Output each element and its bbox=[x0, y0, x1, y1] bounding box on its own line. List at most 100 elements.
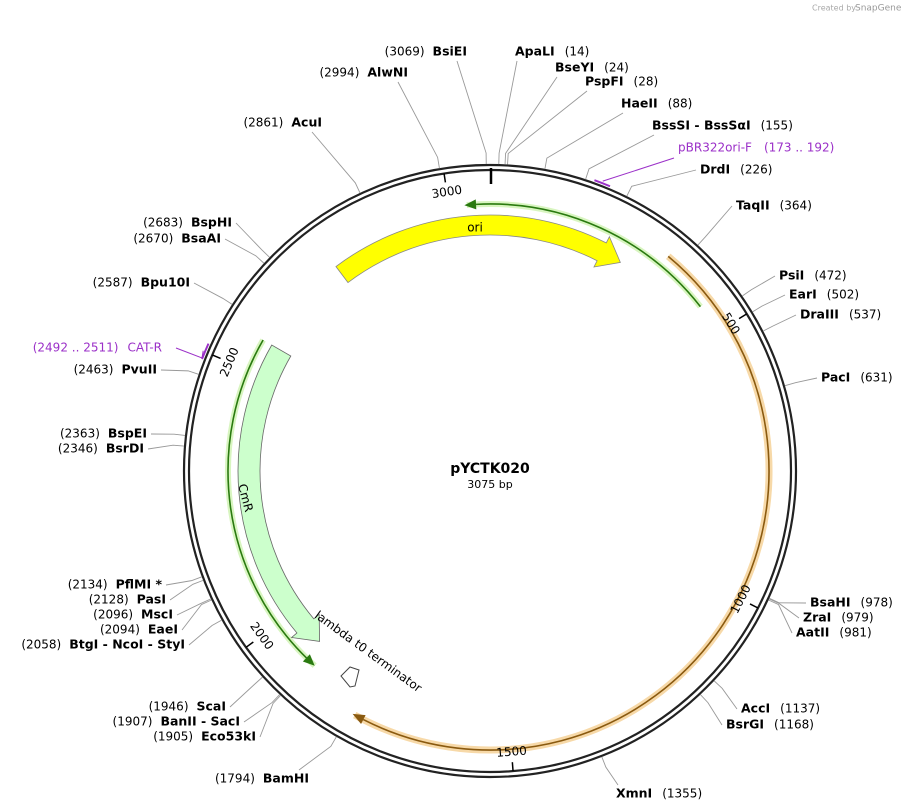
site-name: PflMI * bbox=[116, 577, 163, 592]
site-leader bbox=[193, 282, 233, 305]
plasmid-length: 3075 bp bbox=[467, 478, 512, 491]
site-name: AcuI bbox=[291, 115, 322, 130]
site-name: ZraI bbox=[803, 610, 831, 625]
primer-leader bbox=[602, 157, 675, 182]
site-leader bbox=[259, 695, 281, 738]
site-leader bbox=[456, 60, 487, 165]
site-position: (28) bbox=[634, 75, 659, 89]
site-name: BsaHI bbox=[810, 595, 851, 610]
terminator-arrow bbox=[340, 666, 360, 688]
primer-name: CAT-R bbox=[127, 341, 162, 355]
orange-line bbox=[362, 255, 770, 751]
site-name: ScaI bbox=[197, 699, 227, 714]
ori-arrow bbox=[335, 214, 621, 284]
site-name: Eco53kI bbox=[201, 729, 256, 744]
tick-label: 500 bbox=[719, 310, 743, 337]
site-name: EaeI bbox=[148, 622, 178, 637]
site-position: (978) bbox=[861, 596, 893, 610]
site-name: BanII - SacI bbox=[160, 714, 240, 729]
ori-line bbox=[475, 203, 702, 308]
site-leader bbox=[697, 205, 733, 246]
site-position: (502) bbox=[827, 288, 859, 302]
primer-range: (2492 .. 2511) bbox=[33, 341, 119, 355]
created-by: Created by bbox=[812, 4, 856, 13]
site-position: (2363) bbox=[60, 427, 100, 441]
orange-line-head bbox=[352, 713, 366, 725]
site-position: (1946) bbox=[149, 700, 189, 714]
plasmid-name: pYCTK020 bbox=[450, 461, 530, 477]
site-leader bbox=[626, 169, 697, 197]
site-leader bbox=[169, 579, 204, 601]
site-position: (3069) bbox=[385, 45, 425, 59]
tick-mark bbox=[738, 313, 748, 320]
site-name: EarI bbox=[789, 287, 817, 302]
site-position: (2463) bbox=[74, 363, 114, 377]
site-leader bbox=[229, 676, 263, 708]
brand: SnapGene bbox=[855, 4, 902, 14]
site-name: XmnI bbox=[616, 786, 652, 801]
site-leader bbox=[298, 736, 337, 771]
site-leader bbox=[243, 694, 280, 723]
site-name: ApaLI bbox=[515, 44, 555, 59]
site-leader bbox=[176, 598, 212, 616]
tick-mark bbox=[749, 603, 759, 609]
site-position: (2587) bbox=[93, 276, 133, 290]
tick-mark bbox=[211, 354, 221, 360]
tick-label: 2500 bbox=[217, 345, 242, 379]
site-position: (537) bbox=[849, 308, 881, 322]
tick-label: 3000 bbox=[431, 183, 463, 201]
site-name: PvuII bbox=[121, 362, 157, 377]
site-position: (981) bbox=[839, 626, 871, 640]
site-position: (1137) bbox=[780, 702, 820, 716]
site-name: MscI bbox=[141, 607, 173, 622]
site-leader bbox=[235, 222, 270, 258]
site-position: (2861) bbox=[243, 116, 283, 130]
site-name: AccI bbox=[741, 701, 770, 716]
site-position: (979) bbox=[841, 611, 873, 625]
site-leader bbox=[160, 369, 199, 375]
site-position: (2128) bbox=[89, 593, 129, 607]
site-name: AatII bbox=[796, 625, 829, 640]
site-position: (226) bbox=[740, 163, 772, 177]
site-leader bbox=[397, 81, 440, 169]
site-leader bbox=[768, 598, 800, 619]
ori-line-head bbox=[464, 199, 477, 210]
backbone-outer bbox=[182, 163, 798, 779]
site-leader bbox=[224, 238, 265, 264]
site-position: (2994) bbox=[319, 66, 359, 80]
tick-label: 1000 bbox=[727, 582, 753, 616]
site-position: (2134) bbox=[68, 578, 108, 592]
site-position: (2670) bbox=[133, 232, 173, 246]
site-leader bbox=[700, 694, 723, 726]
site-position: (2096) bbox=[93, 608, 133, 622]
site-position: (1794) bbox=[215, 772, 255, 786]
site-leader bbox=[544, 112, 624, 170]
tick-mark bbox=[511, 762, 514, 772]
primer-range: (173 .. 192) bbox=[764, 141, 834, 155]
site-position: (14) bbox=[565, 45, 590, 59]
terminator-label: lambda t0 terminator bbox=[312, 608, 424, 695]
site-position: (2058) bbox=[21, 638, 61, 652]
site-name: PacI bbox=[821, 370, 850, 385]
site-name: HaeII bbox=[621, 96, 658, 111]
site-name: BamHI bbox=[263, 771, 309, 786]
site-position: (472) bbox=[814, 269, 846, 283]
site-name: DrdI bbox=[700, 162, 730, 177]
cmr-line-head bbox=[302, 654, 315, 666]
site-name: BtgI - NcoI - StyI bbox=[69, 637, 185, 652]
site-leader bbox=[311, 131, 361, 194]
primer-mark bbox=[201, 343, 210, 360]
site-position: (155) bbox=[761, 119, 793, 133]
site-name: BsiEI bbox=[433, 44, 467, 59]
site-leader bbox=[585, 134, 655, 180]
site-leader bbox=[713, 680, 738, 710]
site-name: BspEI bbox=[108, 426, 147, 441]
tick-label: 2000 bbox=[247, 619, 276, 652]
site-leader bbox=[784, 377, 818, 387]
site-name: Bpu10I bbox=[141, 275, 190, 290]
site-name: PasI bbox=[137, 592, 166, 607]
site-position: (88) bbox=[668, 97, 693, 111]
site-position: (24) bbox=[604, 61, 629, 75]
cmr-arrow bbox=[237, 344, 320, 642]
